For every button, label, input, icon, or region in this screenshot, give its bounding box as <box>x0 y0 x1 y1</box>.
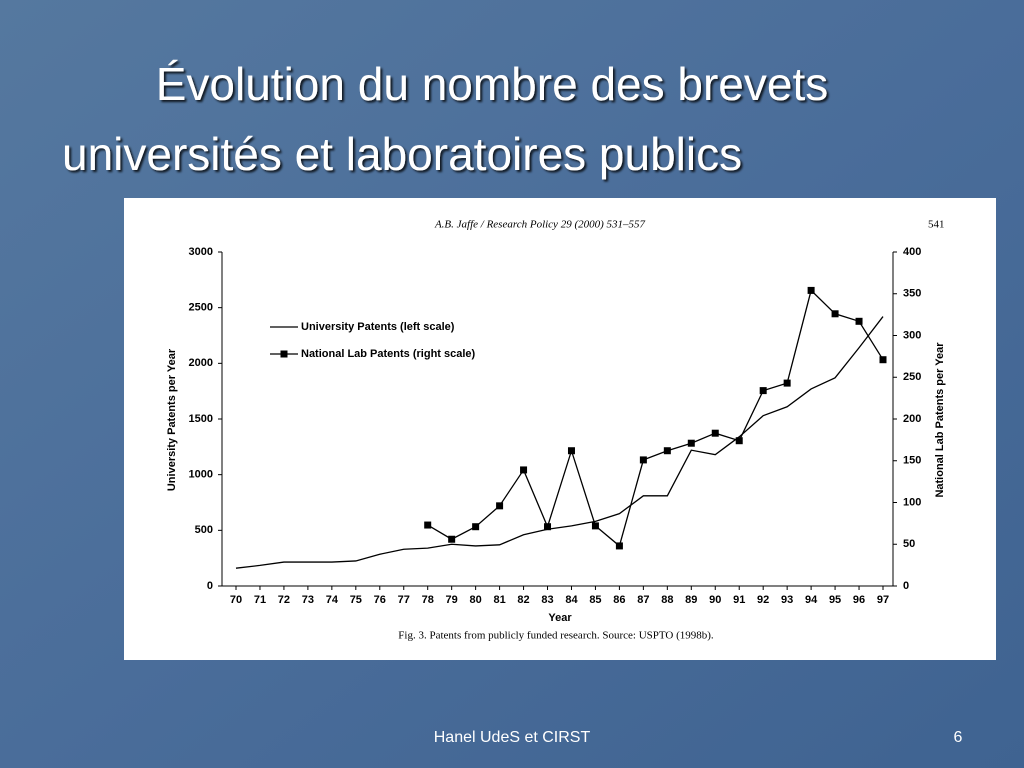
legend-label: National Lab Patents (right scale) <box>301 348 476 360</box>
marker <box>855 317 863 325</box>
marker <box>424 521 432 529</box>
x-tick-label: 72 <box>278 594 290 606</box>
y2-tick-label: 0 <box>903 580 909 592</box>
marker <box>615 542 623 550</box>
footer: Hanel UdeS et CIRST <box>434 729 591 746</box>
y2-tick-label: 200 <box>903 413 921 425</box>
marker <box>591 522 599 530</box>
y-tick-label: 500 <box>195 524 213 536</box>
marker <box>831 310 839 318</box>
x-tick-label: 81 <box>493 594 505 606</box>
x-tick-label: 82 <box>517 594 529 606</box>
slide-title: universités et laboratoires publics <box>62 128 742 180</box>
legend-marker <box>280 350 288 358</box>
x-tick-label: 85 <box>589 594 601 606</box>
y2-tick-label: 100 <box>903 496 921 508</box>
figure-header: A.B. Jaffe / Research Policy 29 (2000) 5… <box>434 219 646 231</box>
x-tick-label: 80 <box>470 594 482 606</box>
marker <box>735 437 743 445</box>
x-tick-label: 76 <box>374 594 386 606</box>
legend-label: University Patents (left scale) <box>301 321 455 333</box>
x-axis-label: Year <box>548 612 572 624</box>
x-tick-label: 88 <box>661 594 673 606</box>
x-tick-label: 97 <box>877 594 889 606</box>
marker <box>687 439 695 447</box>
y-tick-label: 2500 <box>189 302 213 314</box>
x-tick-label: 73 <box>302 594 314 606</box>
figure-caption: Fig. 3. Patents from publicly funded res… <box>398 630 714 642</box>
y2-tick-label: 400 <box>903 246 921 258</box>
series-line <box>235 316 884 569</box>
x-tick-label: 75 <box>350 594 362 606</box>
x-tick-label: 87 <box>637 594 649 606</box>
x-tick-label: 90 <box>709 594 721 606</box>
x-tick-label: 96 <box>853 594 865 606</box>
x-tick-label: 86 <box>613 594 625 606</box>
marker <box>879 356 887 364</box>
x-tick-label: 94 <box>805 594 818 606</box>
y-tick-label: 1500 <box>189 413 213 425</box>
x-tick-label: 74 <box>326 594 339 606</box>
y2-tick-label: 50 <box>903 538 915 550</box>
y2-tick-label: 300 <box>903 329 921 341</box>
marker <box>663 447 671 455</box>
y2-tick-label: 150 <box>903 455 921 467</box>
marker <box>496 502 504 510</box>
x-tick-label: 84 <box>565 594 578 606</box>
figure-panel <box>124 198 996 660</box>
x-tick-label: 71 <box>254 594 266 606</box>
y2-axis-label: National Lab Patents per Year <box>934 342 946 498</box>
marker <box>807 286 815 294</box>
y2-tick-label: 350 <box>903 288 921 300</box>
x-tick-label: 93 <box>781 594 793 606</box>
y2-tick-label: 250 <box>903 371 921 383</box>
marker <box>639 456 647 464</box>
marker <box>520 466 528 474</box>
marker <box>544 523 552 531</box>
slide-title: Évolution du nombre des brevets <box>156 58 829 110</box>
marker <box>567 447 575 455</box>
marker <box>448 535 456 543</box>
x-tick-label: 77 <box>398 594 410 606</box>
y-tick-label: 3000 <box>189 246 213 258</box>
y-tick-label: 2000 <box>189 357 213 369</box>
y-tick-label: 0 <box>207 580 213 592</box>
x-tick-label: 70 <box>230 594 242 606</box>
y-tick-label: 1000 <box>189 469 213 481</box>
x-tick-label: 78 <box>422 594 434 606</box>
x-tick-label: 79 <box>446 594 458 606</box>
page-number: 6 <box>954 729 963 746</box>
y-axis-label: University Patents per Year <box>166 348 178 491</box>
x-tick-label: 91 <box>733 594 745 606</box>
x-tick-label: 92 <box>757 594 769 606</box>
series-line <box>427 289 884 548</box>
marker <box>472 523 480 531</box>
marker <box>759 387 767 395</box>
x-tick-label: 83 <box>541 594 553 606</box>
x-tick-label: 89 <box>685 594 697 606</box>
marker <box>711 429 719 437</box>
marker <box>783 379 791 387</box>
x-tick-label: 95 <box>829 594 841 606</box>
figure-page: 541 <box>928 219 945 231</box>
